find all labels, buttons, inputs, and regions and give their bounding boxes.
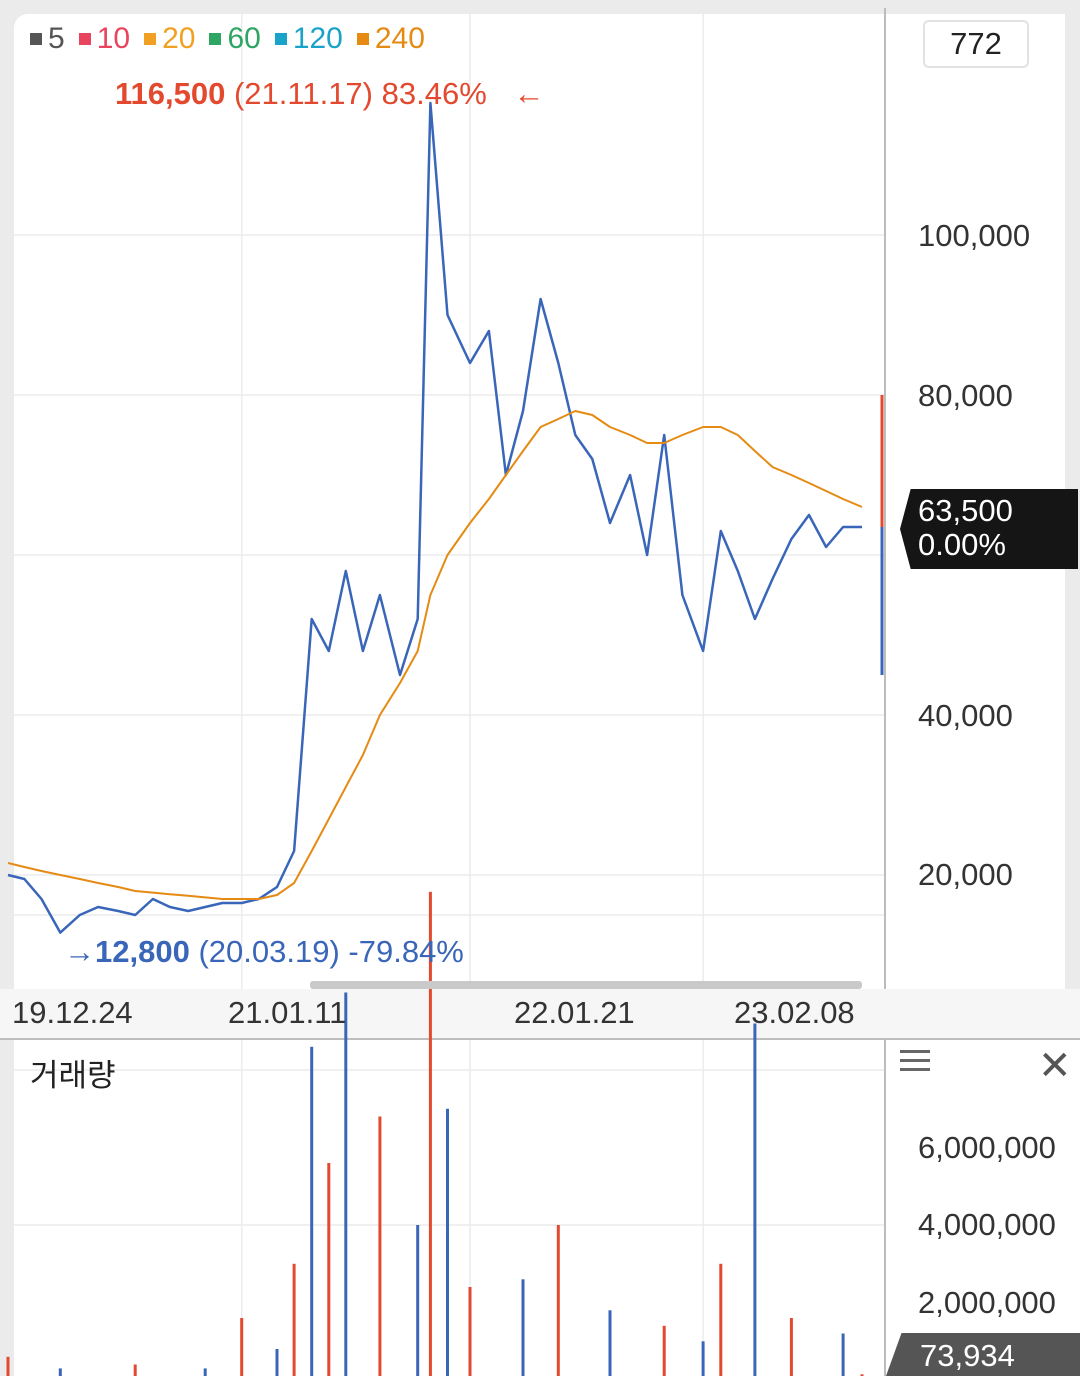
- volume-bar: [468, 1287, 472, 1376]
- legend-item-ma60[interactable]: 60: [209, 22, 261, 56]
- legend-item-ma120[interactable]: 120: [274, 22, 343, 56]
- legend-swatch: [144, 33, 157, 45]
- volume-last-tag: 73,934: [886, 1333, 1080, 1376]
- volume-bar: [310, 1046, 314, 1376]
- legend-label: 60: [227, 22, 261, 55]
- legend-label: 240: [374, 22, 425, 55]
- high-date: (21.11.17): [233, 76, 373, 111]
- legend-swatch: [209, 33, 222, 45]
- ma-legend: 5 10 20 60 120 240: [30, 22, 425, 56]
- volume-bar: [701, 1341, 705, 1376]
- y-tick-label: 20,000: [918, 857, 1013, 892]
- close-icon[interactable]: ✕: [1038, 1044, 1072, 1088]
- legend-swatch: [30, 33, 42, 45]
- volume-bar: [6, 1356, 10, 1376]
- legend-item-ma5[interactable]: 5: [30, 22, 65, 56]
- menu-icon[interactable]: [900, 1050, 930, 1076]
- volume-axis-panel: [885, 1040, 1080, 1376]
- volume-bar: [203, 1368, 207, 1376]
- current-price: 63,500: [918, 493, 1013, 528]
- price-axis-divider: [884, 8, 886, 989]
- volume-bar: [860, 1374, 864, 1376]
- right-arrow-icon: →: [64, 934, 95, 969]
- volume-y-tick-label: 4,000,000: [918, 1207, 1056, 1242]
- volume-bar: [789, 1318, 793, 1376]
- price-chart-panel[interactable]: [14, 14, 884, 989]
- legend-label: 10: [96, 22, 131, 55]
- legend-label: 120: [292, 22, 343, 55]
- volume-bar: [275, 1349, 279, 1376]
- volume-bar: [662, 1325, 666, 1376]
- candle-count-box[interactable]: 772: [923, 20, 1029, 68]
- x-tick-label: 23.02.08: [734, 995, 855, 1030]
- volume-bar: [753, 1023, 757, 1376]
- volume-bar: [58, 1368, 62, 1376]
- volume-bar: [344, 992, 348, 1376]
- high-annotation: 116,500 (21.11.17) 83.46% ←: [115, 76, 544, 112]
- legend-swatch: [356, 33, 369, 45]
- y-tick-label: 80,000: [918, 378, 1013, 413]
- volume-bar: [556, 1225, 560, 1376]
- date-axis-row: [0, 989, 1080, 1039]
- series-line-ma5: [7, 101, 862, 934]
- y-tick-label: 100,000: [918, 218, 1031, 253]
- volume-y-tick-label: 6,000,000: [918, 1130, 1056, 1165]
- legend-item-ma20[interactable]: 20: [144, 22, 195, 56]
- series-line-ma240: [7, 410, 863, 900]
- volume-last-value: 73,934: [920, 1338, 1015, 1373]
- volume-bar: [719, 1263, 723, 1376]
- low-value: 12,800: [95, 934, 190, 969]
- volume-bar: [521, 1279, 525, 1376]
- high-value: 116,500: [115, 76, 226, 111]
- volume-axis-divider: [884, 1040, 886, 1376]
- x-tick-label: 22.01.21: [514, 995, 635, 1030]
- volume-bar: [292, 1263, 296, 1376]
- volume-bar: [446, 1108, 449, 1376]
- panel-divider: [0, 1038, 1080, 1040]
- volume-y-tick-label: 2,000,000: [918, 1285, 1056, 1320]
- x-tick-label: 21.01.11: [228, 995, 347, 1030]
- volume-bar: [378, 1116, 382, 1376]
- high-pct: 83.46%: [381, 76, 487, 111]
- low-annotation: →12,800 (20.03.19) -79.84%: [64, 934, 464, 970]
- volume-bar: [327, 1163, 331, 1376]
- y-tick-label: 40,000: [918, 698, 1013, 733]
- current-price-tag: 63,500 0.00%: [900, 489, 1078, 569]
- legend-swatch: [78, 33, 91, 45]
- low-date: (20.03.19): [198, 934, 340, 969]
- current-change: 0.00%: [918, 527, 1006, 562]
- legend-item-ma10[interactable]: 10: [78, 22, 131, 56]
- volume-bar: [133, 1364, 137, 1376]
- legend-label: 20: [162, 22, 196, 55]
- legend-label: 5: [48, 22, 65, 55]
- volume-bar: [428, 891, 432, 1376]
- low-pct: -79.84%: [348, 934, 464, 969]
- volume-bar: [240, 1318, 244, 1376]
- legend-swatch: [274, 33, 287, 45]
- volume-bar: [841, 1333, 845, 1376]
- x-tick-label: 19.12.24: [12, 995, 133, 1030]
- left-arrow-icon: ←: [513, 76, 545, 111]
- volume-bar: [416, 1225, 420, 1376]
- volume-title: 거래량: [30, 1058, 116, 1093]
- chart-scrollbar[interactable]: [310, 981, 862, 989]
- legend-item-ma240[interactable]: 240: [356, 22, 425, 56]
- volume-bar: [608, 1310, 612, 1376]
